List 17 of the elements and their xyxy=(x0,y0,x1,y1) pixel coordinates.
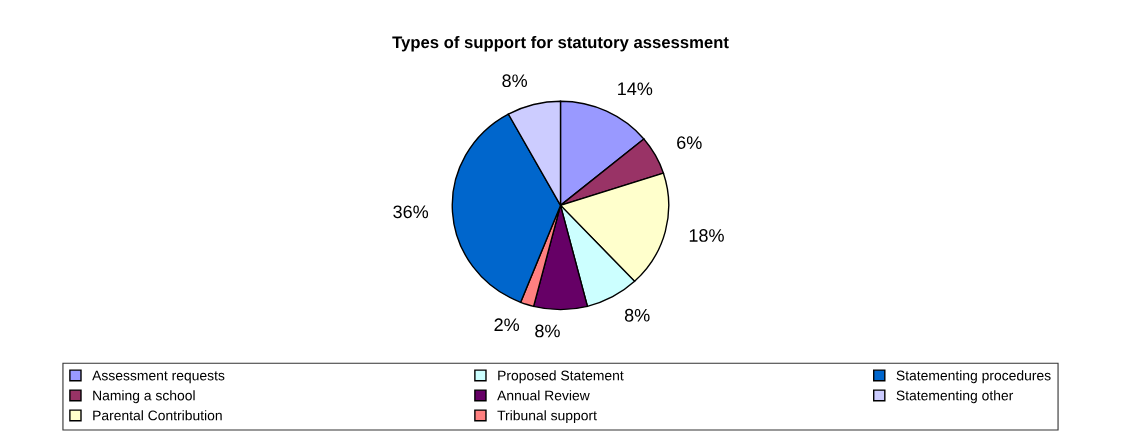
data-label: 36% xyxy=(393,205,429,219)
data-label: 18% xyxy=(689,229,724,242)
legend-label: Statementing procedures xyxy=(896,370,1051,384)
legend-label: Tribunal support xyxy=(497,410,597,424)
data-label: 14% xyxy=(618,82,653,96)
legend-label: Statementing other xyxy=(896,390,1014,404)
data-label: 8% xyxy=(624,308,650,322)
legend-label: Assessment requests xyxy=(92,370,225,384)
chart-title: Types of support for statutory assessment xyxy=(392,35,729,52)
data-label: 8% xyxy=(535,324,560,338)
legend-label: Proposed Statement xyxy=(498,370,624,384)
legend-label: Parental Contribution xyxy=(93,410,222,421)
data-label: 2% xyxy=(494,318,520,332)
legend-label: Naming a school xyxy=(93,390,195,404)
data-label: 6% xyxy=(677,136,702,149)
legend-label: Annual Review xyxy=(497,390,590,401)
data-label: 8% xyxy=(502,74,528,88)
